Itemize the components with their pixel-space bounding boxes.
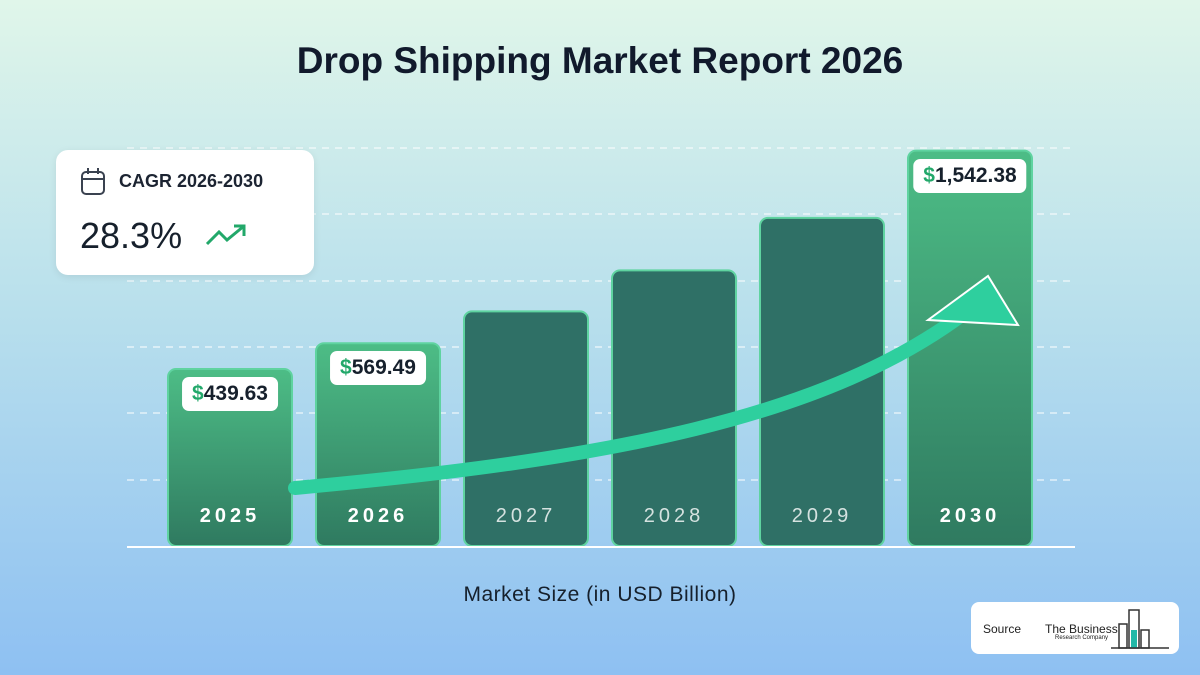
company-logo xyxy=(1111,609,1169,649)
cagr-card: CAGR 2026-2030 28.3% xyxy=(56,150,314,275)
x-tick-label: 2028 xyxy=(644,505,705,527)
growth-arrow xyxy=(288,274,1020,495)
x-tick-label: 2030 xyxy=(940,505,1001,527)
value-label: $439.63 xyxy=(182,376,278,411)
x-tick-label: 2027 xyxy=(496,505,557,527)
source-box: Source The Business Research Company xyxy=(971,602,1179,654)
x-tick-label: 2025 xyxy=(200,505,261,527)
bar xyxy=(907,149,1033,547)
company-name: The Business xyxy=(1045,622,1118,636)
x-tick-label: 2029 xyxy=(792,505,853,527)
source-label: Source xyxy=(983,622,1022,636)
chart-title: Drop Shipping Market Report 2026 xyxy=(297,40,904,81)
x-axis-label: Market Size (in USD Billion) xyxy=(463,583,736,606)
cagr-label: CAGR 2026-2030 xyxy=(119,171,264,191)
company-sub: Research Company xyxy=(1055,635,1109,641)
cagr-value: 28.3% xyxy=(80,215,183,256)
trend-icon xyxy=(205,224,246,246)
x-tick-label: 2026 xyxy=(348,505,409,527)
bar xyxy=(759,216,885,547)
value-label: $1,542.38 xyxy=(913,158,1027,193)
calendar-icon xyxy=(81,168,105,195)
value-label: $569.49 xyxy=(330,351,426,386)
